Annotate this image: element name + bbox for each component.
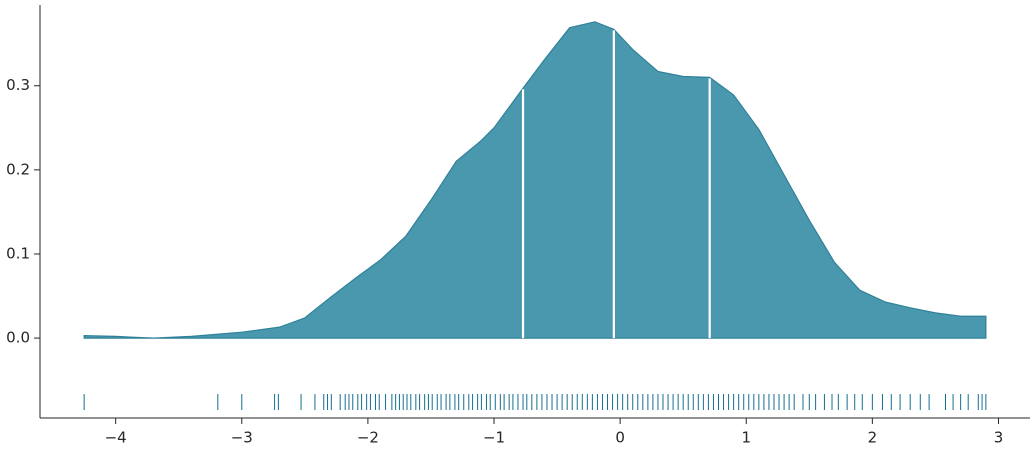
x-tick-label: −3	[231, 429, 253, 447]
density-area	[83, 21, 987, 339]
y-tick-label: 0.1	[6, 244, 30, 262]
y-tick-label: 0.2	[6, 160, 30, 178]
y-tick-label: 0.3	[6, 76, 30, 94]
y-tick-label: 0.0	[6, 329, 30, 347]
x-tick-label: −1	[483, 429, 505, 447]
x-tick-label: −2	[357, 429, 379, 447]
x-tick-label: 0	[615, 429, 625, 447]
x-tick-label: −4	[105, 429, 127, 447]
x-tick-label: 2	[868, 429, 878, 447]
x-tick-label: 1	[741, 429, 751, 447]
x-tick-label: 3	[994, 429, 1004, 447]
